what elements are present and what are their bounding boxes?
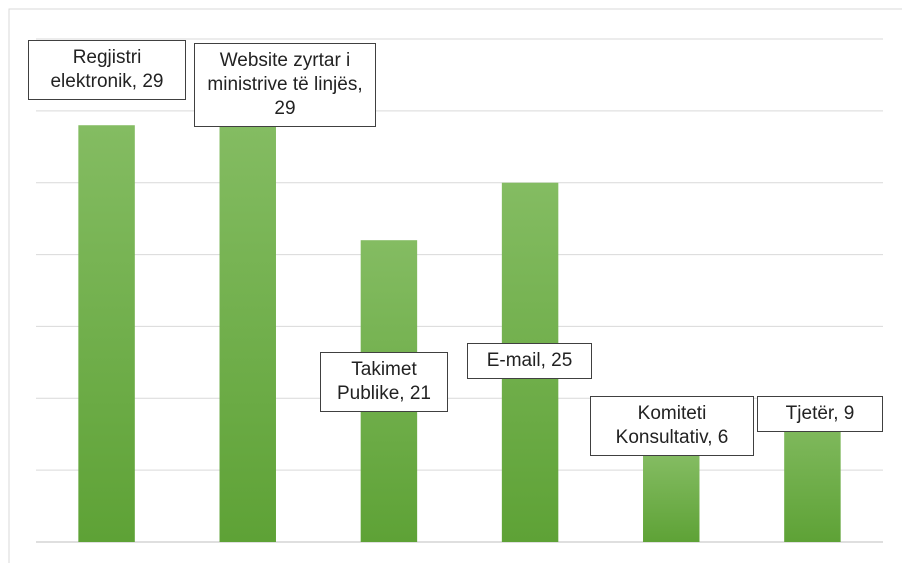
chart-frame <box>8 8 902 563</box>
data-label: E-mail, 25 <box>467 343 592 379</box>
data-label: Takimet Publike, 21 <box>320 352 448 412</box>
data-label: Website zyrtar i ministrive të linjës, 2… <box>194 43 376 127</box>
data-label: Regjistri elektronik, 29 <box>28 40 186 100</box>
data-label: Tjetër, 9 <box>757 396 883 432</box>
bar: Regjistri elektronik <box>78 125 135 542</box>
bar: Komiteti Konsultativ <box>643 455 700 542</box>
bar: Website zyrtar i ministrive të linjës <box>219 125 276 542</box>
bar: Tjetër <box>784 412 841 542</box>
data-label: Komiteti Konsultativ, 6 <box>590 396 754 456</box>
